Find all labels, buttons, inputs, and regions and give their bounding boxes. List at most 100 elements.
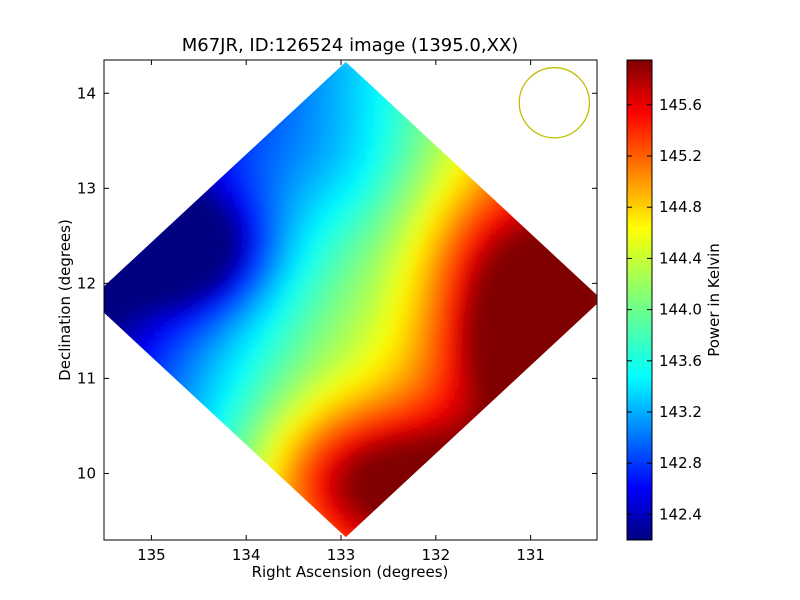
heatmap-cell [593,397,597,407]
heatmap-cell [505,525,515,535]
heatmap-cell [104,117,107,127]
heatmap-cell [321,517,331,527]
heatmap-cell [82,142,91,151]
heatmap-cell [297,357,307,367]
heatmap-cell [385,493,395,503]
heatmap-cell [385,61,395,71]
heatmap-cell [329,405,339,415]
heatmap-cell [417,197,427,207]
x-tick-label: 131 [516,546,545,564]
heatmap-cell [553,181,563,191]
heatmap-cell [137,461,147,471]
heatmap-cell [513,413,523,423]
heatmap-cell [121,173,131,183]
heatmap-cell [297,133,307,143]
heatmap-cell [441,525,451,535]
heatmap-cell [401,165,411,175]
heatmap-cell [409,533,419,538]
heatmap-cell [225,285,235,295]
heatmap-cell [441,365,451,375]
heatmap-cell [289,453,299,463]
heatmap-cell [593,205,597,215]
heatmap-cell [82,62,91,71]
heatmap-cell [273,253,283,263]
heatmap-cell [169,341,179,351]
heatmap-cell [289,349,299,359]
heatmap-cell [593,245,597,255]
heatmap-cell [273,189,283,199]
heatmap-cell [377,365,387,375]
heatmap-cell [265,365,275,375]
heatmap-cell [489,357,499,367]
heatmap-cell [145,517,155,527]
heatmap-cell [177,493,187,503]
heatmap-cell [441,469,451,479]
heatmap-cell [497,469,507,479]
heatmap-cell [82,318,91,327]
heatmap-cell [169,445,179,455]
heatmap-cell [457,173,467,183]
heatmap-cell [218,542,227,551]
heatmap-cell [537,173,547,183]
heatmap-cell [289,477,299,487]
heatmap-cell [305,501,315,511]
heatmap-cell [505,133,515,143]
heatmap-cell [289,357,299,367]
heatmap-cell [521,509,531,519]
heatmap-cell [185,341,195,351]
heatmap-cell [249,245,259,255]
heatmap-cell [481,461,491,471]
heatmap-cell [313,453,323,463]
heatmap-cell [129,373,139,383]
heatmap-cell [129,493,139,503]
heatmap-cell [249,261,259,271]
heatmap-cell [561,85,571,95]
heatmap-cell [273,405,283,415]
heatmap-cell [209,509,219,519]
heatmap-cell [353,333,363,343]
heatmap-cell [321,389,331,399]
heatmap-cell [273,477,283,487]
heatmap-cell [161,125,171,135]
heatmap-cell [265,381,275,391]
heatmap-cell [209,229,219,239]
heatmap-cell [249,229,259,239]
heatmap-cell [369,221,379,231]
heatmap-cell [425,493,435,503]
heatmap-cell [561,269,571,279]
heatmap-cell [561,165,571,175]
colorbar-tick-label: 145.6 [659,96,702,114]
heatmap-cell [337,165,347,175]
heatmap-cell [82,438,91,447]
heatmap-cell [273,133,283,143]
heatmap-cell [417,317,427,327]
heatmap-cell [561,197,571,207]
heatmap-cell [361,229,371,239]
heatmap-cell [457,469,467,479]
heatmap-cell [345,525,355,535]
heatmap-cell [585,213,595,223]
heatmap-cell [465,125,475,135]
heatmap-cell [433,253,443,263]
heatmap-cell [233,109,243,119]
heatmap-cell [457,165,467,175]
heatmap-cell [233,429,243,439]
heatmap-cell [273,77,283,87]
heatmap-cell [329,485,339,495]
heatmap-cell [505,365,515,375]
heatmap-cell [529,397,539,407]
heatmap-cell [545,149,555,159]
heatmap-cell [457,445,467,455]
heatmap-cell [297,93,307,103]
heatmap-cell [289,293,299,303]
heatmap-cell [457,373,467,383]
heatmap-cell [241,397,251,407]
heatmap-cell [225,261,235,271]
heatmap-cell [321,109,331,119]
heatmap-cell [201,165,211,175]
heatmap-cell [257,333,267,343]
heatmap-cell [105,293,115,303]
heatmap-cell [561,229,571,239]
heatmap-cell [361,277,371,287]
heatmap-cell [489,437,499,447]
